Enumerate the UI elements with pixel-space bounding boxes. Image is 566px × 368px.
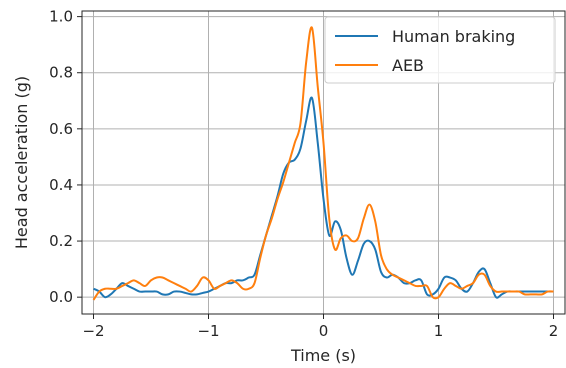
series-layer [92,26,554,301]
y-tick-label: 0.0 [49,288,73,306]
legend: Human braking AEB [324,16,556,84]
series-aeb [92,26,554,301]
y-tick-label: 0.6 [49,120,73,138]
plot-frame [81,10,566,315]
x-axis-label: Time (s) [290,346,356,365]
x-tick-label: 2 [549,322,559,340]
y-tick-label: 0.2 [49,232,73,250]
x-tick-label: −1 [197,322,219,340]
legend-box [324,16,556,84]
legend-label-aeb: AEB [392,56,424,75]
y-tick-label: 0.4 [49,176,73,194]
x-tick-label: 0 [319,322,329,340]
y-axis-label: Head acceleration (g) [12,76,31,249]
y-tick-label: 1.0 [49,8,73,26]
x-tick-label: 1 [434,322,444,340]
x-axis-ticks: −2 −1 0 1 2 [82,314,558,340]
y-axis-ticks: 0.0 0.2 0.4 0.6 0.8 1.0 [49,8,82,306]
x-tick-label: −2 [82,322,104,340]
series-human-braking [93,96,554,299]
legend-label-human-braking: Human braking [392,27,515,46]
y-tick-label: 0.8 [49,64,73,82]
